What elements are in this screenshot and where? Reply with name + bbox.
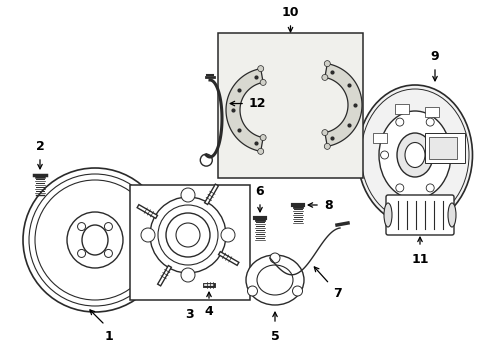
Bar [218,33,362,178]
Text: 8: 8 [324,198,332,212]
Ellipse shape [383,203,391,227]
Circle shape [260,80,265,85]
Circle shape [150,197,225,273]
Circle shape [247,286,257,296]
Ellipse shape [404,143,424,167]
Circle shape [181,188,195,202]
Circle shape [181,268,195,282]
Polygon shape [324,64,361,147]
Text: 10: 10 [281,6,299,19]
Circle shape [324,60,329,67]
Bar [394,104,408,114]
Text: 5: 5 [270,330,279,343]
Circle shape [260,135,265,140]
Ellipse shape [447,203,455,227]
Bar [428,137,456,159]
Circle shape [257,148,263,154]
Text: 4: 4 [204,305,213,318]
Polygon shape [225,69,263,151]
Text: 2: 2 [36,140,44,153]
Bar [130,185,249,300]
Circle shape [221,228,235,242]
Ellipse shape [245,255,304,305]
Circle shape [257,66,263,72]
Text: 3: 3 [185,308,194,321]
Text: 11: 11 [410,253,428,266]
Bar [424,133,464,163]
Circle shape [292,286,302,296]
Bar [424,107,438,117]
Text: 6: 6 [255,185,264,198]
Bar [372,132,386,143]
Circle shape [269,253,280,263]
Ellipse shape [396,133,432,177]
Text: 12: 12 [248,97,266,110]
Ellipse shape [357,85,471,225]
Ellipse shape [378,111,450,199]
Ellipse shape [257,265,292,295]
Circle shape [141,228,155,242]
Text: 1: 1 [104,330,113,343]
Text: 7: 7 [333,287,342,300]
Circle shape [321,130,327,136]
Circle shape [321,75,327,80]
Text: 9: 9 [430,50,438,63]
Circle shape [324,143,329,149]
FancyBboxPatch shape [385,195,453,235]
